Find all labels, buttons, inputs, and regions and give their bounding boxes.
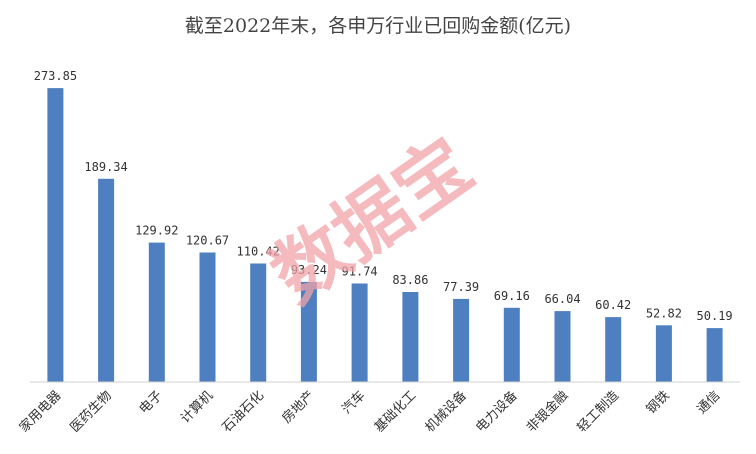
value-label: 52.82 — [646, 306, 682, 320]
category-labels-layer: 家用电器 医药生物 电子 计算机 石油石化 房地产 汽车 基础化工 机械设备 电力设备 非银金融 轻工… — [16, 388, 723, 436]
value-label: 66.04 — [544, 292, 580, 306]
value-label: 60.42 — [595, 298, 631, 312]
value-label: 83.86 — [392, 273, 428, 287]
bar — [199, 252, 216, 382]
value-label: 129.92 — [135, 224, 178, 238]
value-label: 50.19 — [697, 309, 733, 323]
category-label: 计算机 — [178, 388, 216, 426]
bar — [98, 178, 115, 382]
category-label: 石油石化 — [220, 388, 267, 435]
bar — [554, 311, 571, 382]
value-labels-layer: 273.85 189.34 129.92 120.67 110.42 93.24 91.74… — [34, 69, 733, 323]
value-label: 93.24 — [291, 263, 327, 277]
bar — [655, 325, 672, 382]
bar — [605, 317, 622, 382]
bar — [351, 283, 368, 382]
value-label: 120.67 — [186, 234, 229, 248]
value-label: 69.16 — [494, 289, 530, 303]
value-label: 273.85 — [34, 69, 77, 83]
value-label: 77.39 — [443, 280, 479, 294]
bar — [503, 307, 520, 382]
category-label: 通信 — [694, 388, 723, 417]
category-label: 家用电器 — [16, 388, 64, 436]
chart-title: 截至2022年末，各申万行业已回购金额(亿元) — [185, 15, 571, 37]
value-label: 110.42 — [237, 245, 280, 259]
category-label: 电力设备 — [473, 388, 521, 436]
category-label: 汽车 — [339, 388, 369, 418]
bars-layer — [47, 88, 723, 382]
bar — [453, 298, 470, 382]
bar — [250, 263, 267, 382]
category-label: 医药生物 — [68, 388, 115, 435]
bar — [148, 242, 165, 382]
category-label: 电子 — [137, 388, 166, 417]
bar — [706, 328, 723, 382]
bar — [300, 281, 317, 382]
category-label: 钢铁 — [644, 388, 673, 417]
category-label: 基础化工 — [372, 388, 419, 435]
bar — [47, 88, 64, 382]
category-label: 机械设备 — [422, 388, 470, 436]
category-label: 轻工制造 — [575, 388, 622, 435]
category-label: 房地产 — [279, 388, 318, 427]
value-label: 91.74 — [342, 265, 378, 279]
value-label: 189.34 — [84, 160, 127, 174]
category-label: 非银金融 — [523, 388, 571, 436]
bar — [402, 292, 419, 382]
